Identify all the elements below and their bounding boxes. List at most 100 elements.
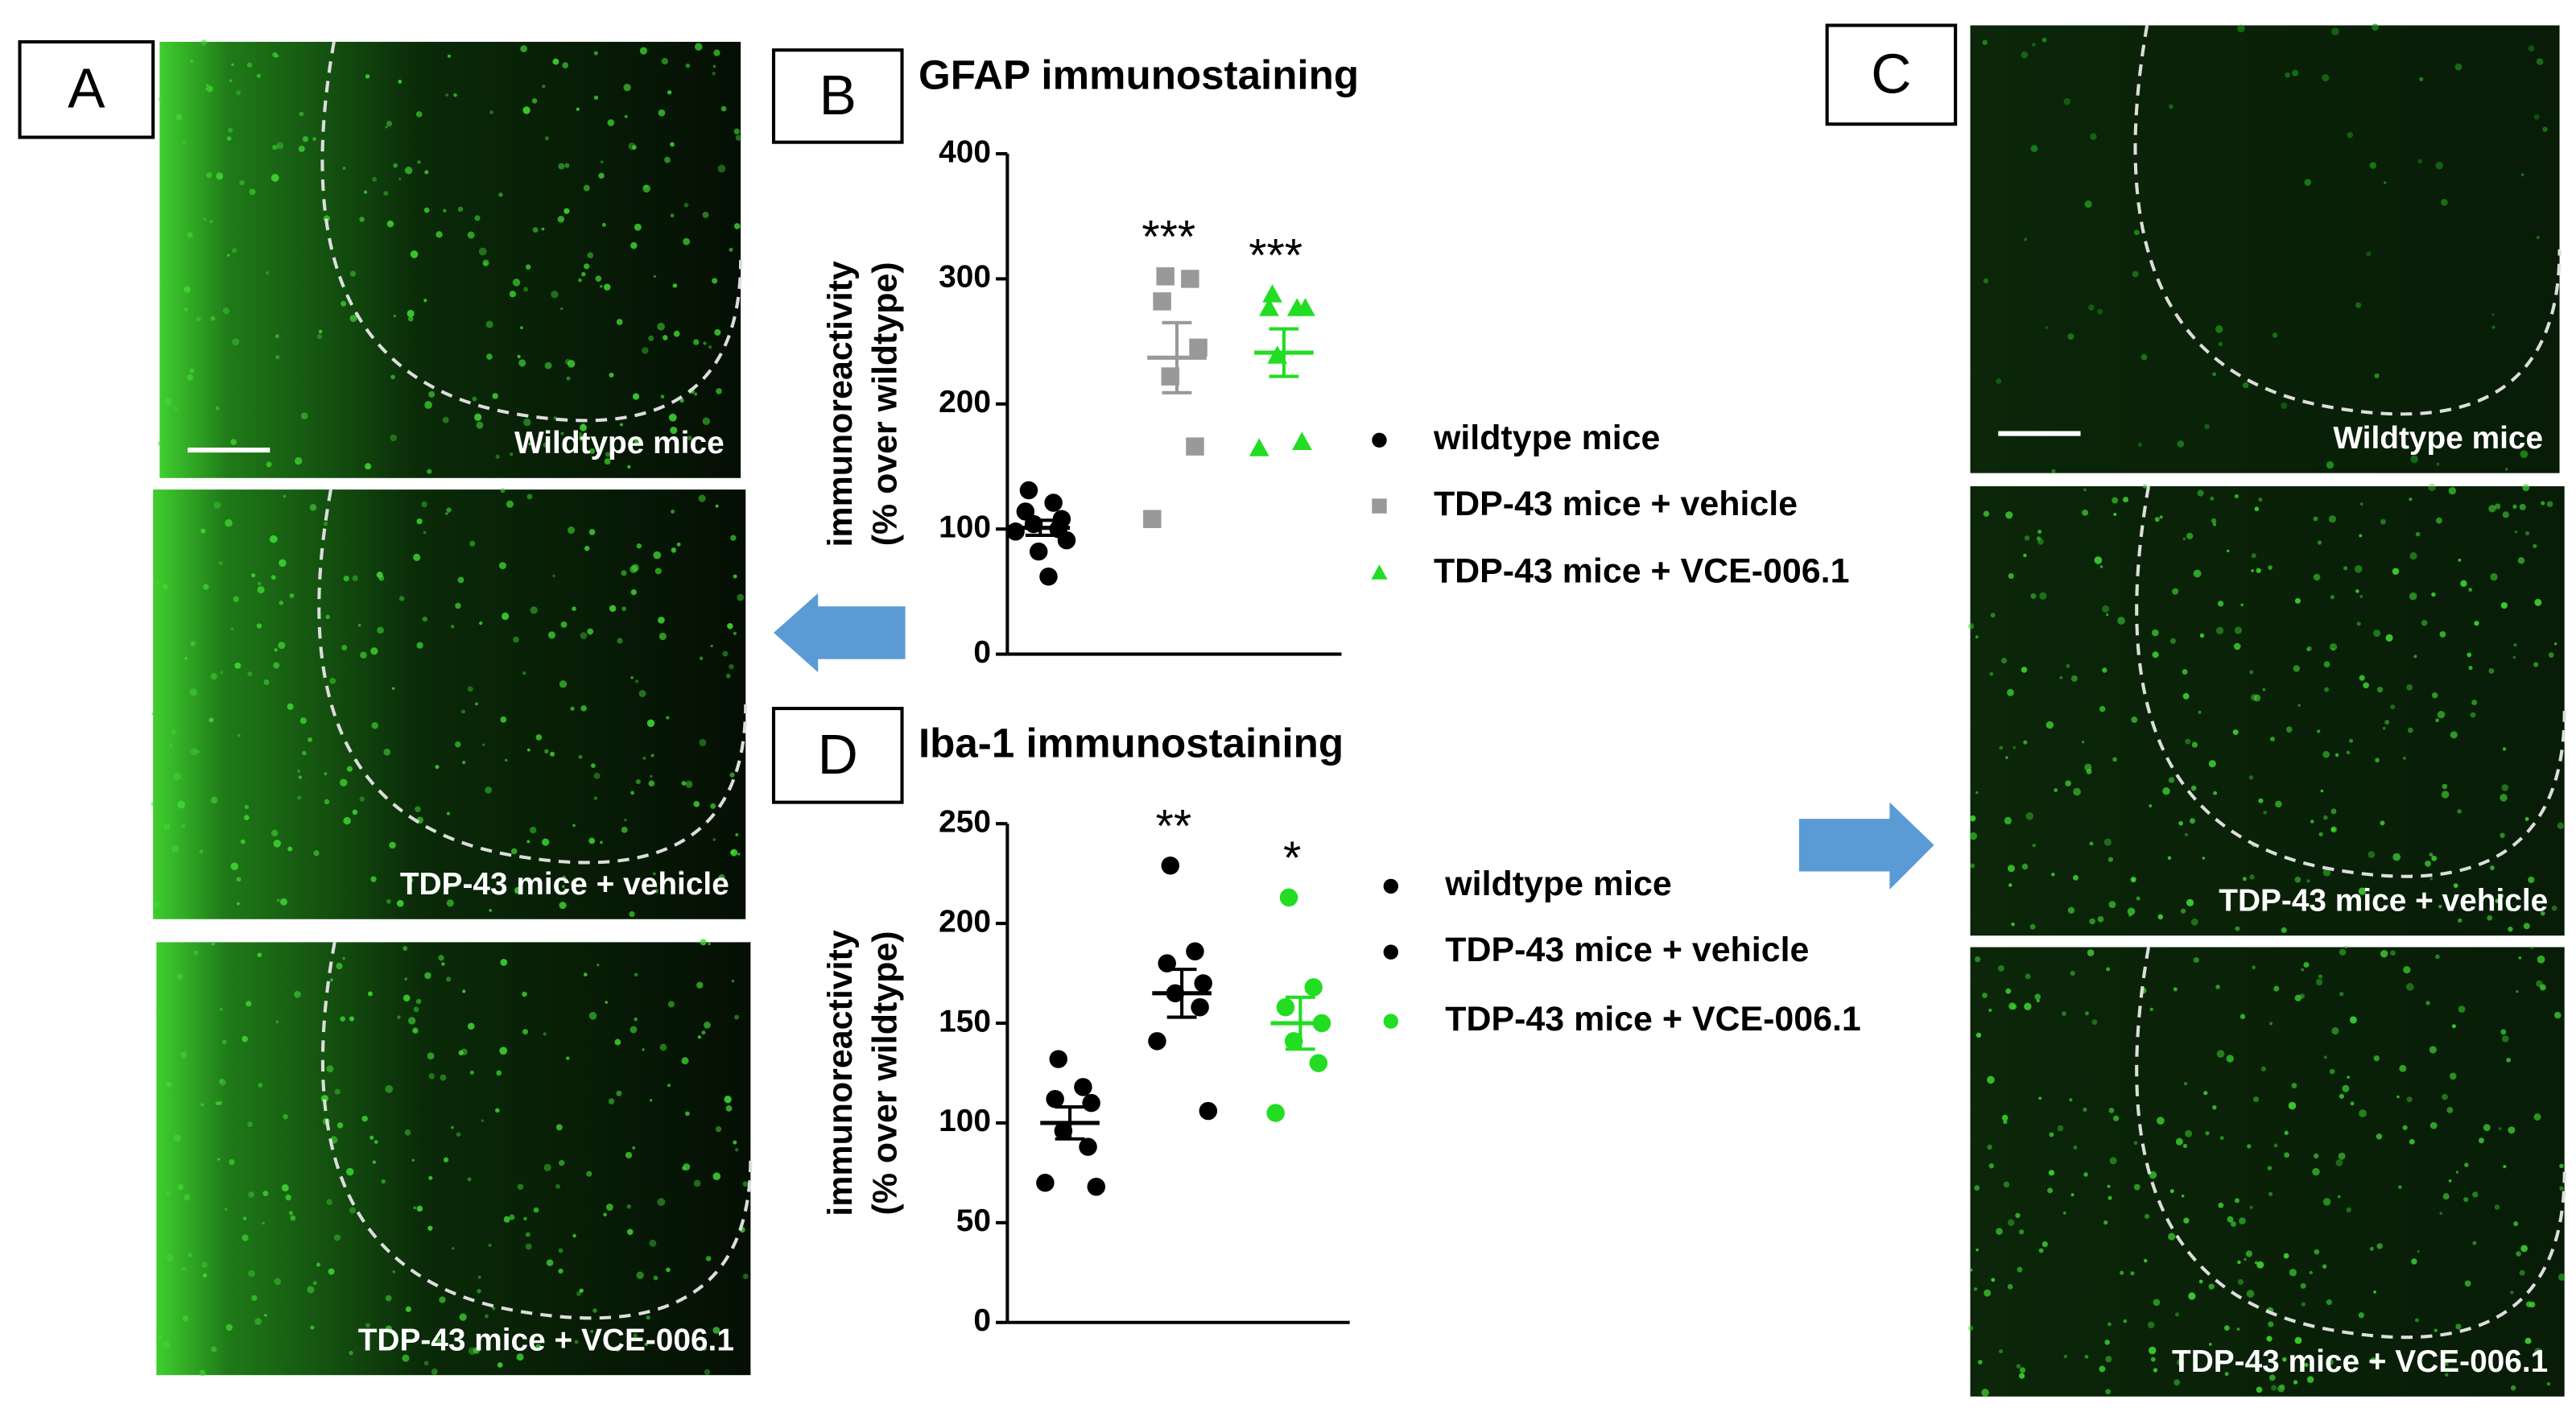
cell (715, 504, 719, 508)
cell (415, 806, 421, 813)
cell (2500, 832, 2505, 838)
y-tick-label: 300 (939, 260, 991, 295)
cell (505, 758, 508, 762)
cell (2411, 1258, 2417, 1265)
gray-matter-outline (2133, 25, 2562, 416)
cell (2323, 815, 2328, 820)
cell (2099, 1365, 2106, 1373)
cell (2293, 665, 2301, 672)
cell (2240, 603, 2244, 607)
cell (2442, 1093, 2448, 1100)
cell (733, 128, 741, 135)
cell (324, 772, 328, 776)
cell (712, 1172, 721, 1181)
cell (2359, 675, 2365, 681)
cell (166, 1081, 172, 1088)
panel-label-box (18, 39, 155, 139)
cell (269, 535, 278, 543)
cell (302, 136, 309, 142)
cell (158, 1013, 162, 1017)
cell (2507, 906, 2512, 911)
cell (313, 850, 320, 857)
cell (2343, 566, 2348, 571)
cell (2429, 1046, 2437, 1054)
cell (402, 1354, 410, 1362)
cell (310, 1325, 315, 1330)
cell (158, 1335, 163, 1340)
cell (247, 1121, 253, 1128)
cell (2013, 745, 2017, 749)
cell (2186, 898, 2194, 906)
cell (2464, 1162, 2469, 1167)
cell (2245, 1250, 2252, 1257)
cell (2153, 1368, 2158, 1373)
cell (386, 898, 391, 904)
cell (712, 278, 718, 284)
cell (2273, 985, 2280, 992)
legend-label: TDP-43 mice + vehicle (1434, 485, 1798, 523)
cell (653, 275, 657, 278)
cell (2500, 1029, 2507, 1035)
cell (2516, 1251, 2521, 1257)
cell (363, 190, 368, 194)
panel-label-box (771, 48, 904, 144)
cell (495, 454, 500, 459)
cell (236, 877, 242, 882)
cell (2193, 957, 2199, 964)
cell (2546, 1381, 2551, 1386)
cell (482, 743, 485, 746)
cell (2546, 501, 2553, 507)
cell (367, 991, 373, 997)
cell (2174, 1312, 2180, 1317)
cell (558, 1268, 564, 1274)
cell (625, 1151, 633, 1159)
cell (2258, 498, 2263, 502)
cell (2553, 642, 2557, 646)
cell (2506, 1057, 2511, 1063)
cell (436, 1338, 442, 1344)
cell (257, 952, 262, 958)
cell (404, 977, 407, 981)
cell (2037, 530, 2042, 535)
cell (2437, 711, 2446, 719)
cell (558, 1248, 564, 1253)
cell (2441, 791, 2450, 799)
cell (408, 877, 414, 883)
cell (578, 434, 586, 442)
cell (2102, 667, 2107, 673)
cell (227, 127, 233, 133)
cell (164, 398, 172, 406)
cell (2373, 630, 2381, 638)
cell (2350, 1101, 2355, 1106)
cell (477, 1289, 481, 1294)
cell (2182, 692, 2190, 700)
cell (621, 606, 626, 612)
cell (2215, 325, 2223, 333)
cell (2373, 1055, 2380, 1062)
cell (2263, 811, 2268, 815)
cell (244, 804, 250, 810)
cell (2551, 905, 2557, 911)
cell (416, 642, 423, 649)
cell (195, 749, 200, 754)
cell (342, 167, 346, 170)
data-point (1049, 1050, 1068, 1068)
cell (2204, 423, 2210, 430)
cell (617, 638, 623, 644)
cell (649, 1098, 653, 1102)
cell (216, 172, 224, 180)
cell (2519, 1270, 2525, 1276)
cell (609, 372, 614, 378)
cell (2300, 1282, 2306, 1289)
cell (2520, 173, 2524, 177)
cell (441, 962, 445, 966)
cell (2524, 817, 2529, 821)
cell (2524, 1337, 2532, 1344)
cell (2198, 1279, 2203, 1284)
cell (221, 1039, 227, 1045)
cell (590, 1330, 594, 1333)
cell (404, 1129, 411, 1136)
cell (2328, 515, 2337, 523)
cell (2136, 896, 2140, 901)
cell (360, 651, 367, 659)
